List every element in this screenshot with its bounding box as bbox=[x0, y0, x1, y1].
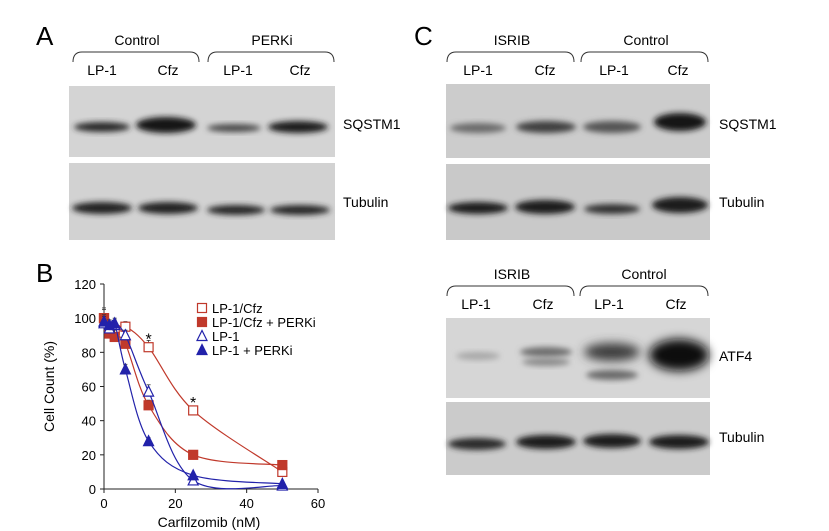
series-3 bbox=[98, 314, 289, 489]
panel-a-bracket-perki bbox=[207, 51, 335, 63]
x-tick-label: 20 bbox=[168, 496, 182, 511]
panel-c: C ISRIB Control LP-1 Cfz LP-1 Cfz SQSTM1… bbox=[414, 21, 777, 475]
panel-a-lane-4: Cfz bbox=[290, 62, 311, 78]
legend-marker bbox=[196, 343, 208, 356]
panel-a-lane-2: Cfz bbox=[158, 62, 179, 78]
data-point bbox=[187, 468, 200, 481]
data-point bbox=[98, 314, 110, 327]
panel-a-blot-tubulin bbox=[69, 163, 335, 240]
panel-c-top-group-control: Control bbox=[623, 32, 668, 48]
significance-marker: * bbox=[145, 332, 151, 349]
x-axis-label: Carfilzomib (nM) bbox=[158, 514, 261, 530]
panel-c-top-lane-1: LP-1 bbox=[463, 62, 493, 78]
data-point bbox=[119, 362, 132, 375]
panel-b: B 0 20 40 60 80 100 120 0 20 40 60 Carfilzomib (nM)… bbox=[36, 258, 325, 530]
legend-marker bbox=[196, 329, 208, 342]
panel-c-top-lane-4: Cfz bbox=[668, 62, 689, 78]
data-point bbox=[142, 434, 155, 447]
panel-c-blot-atf4 bbox=[446, 318, 710, 398]
panel-c-bottom-lane-1: LP-1 bbox=[461, 296, 491, 312]
legend-marker bbox=[196, 302, 208, 314]
panel-a-lane-3: LP-1 bbox=[223, 62, 253, 78]
panel-c-bottom-lane-3: LP-1 bbox=[594, 296, 624, 312]
y-tick-label: 0 bbox=[89, 482, 96, 497]
data-point bbox=[143, 342, 154, 353]
panel-c-bottom-bracket-isrib bbox=[446, 285, 575, 297]
x-tick-label: 40 bbox=[239, 496, 253, 511]
data-point bbox=[276, 477, 289, 489]
panel-c-label-tubulin-top: Tubulin bbox=[719, 194, 764, 210]
panel-c-bottom-bracket-control bbox=[579, 285, 709, 297]
y-tick-label: 100 bbox=[74, 311, 96, 326]
significance-marker: * bbox=[190, 395, 196, 412]
data-point bbox=[143, 400, 154, 411]
panel-c-top-bracket-isrib bbox=[446, 51, 575, 63]
panel-c-bottom-lane-4: Cfz bbox=[666, 296, 687, 312]
panel-c-letter: C bbox=[414, 21, 433, 51]
panel-a-label-tubulin: Tubulin bbox=[343, 194, 388, 210]
panel-c-label-sqstm1: SQSTM1 bbox=[719, 116, 777, 132]
y-axis-label: Cell Count (%) bbox=[41, 341, 57, 432]
data-point bbox=[119, 328, 132, 341]
y-tick-label: 60 bbox=[82, 380, 96, 395]
legend-label: LP-1/Cfz bbox=[212, 301, 263, 316]
panel-c-top-group-isrib: ISRIB bbox=[494, 32, 531, 48]
data-point bbox=[142, 384, 155, 397]
panel-b-letter: B bbox=[36, 258, 53, 288]
legend-label: LP-1 + PERKi bbox=[212, 343, 293, 358]
y-tick-label: 40 bbox=[82, 414, 96, 429]
x-tick-label: 0 bbox=[100, 496, 107, 511]
data-point bbox=[188, 405, 199, 416]
panel-a: A Control PERKi LP-1 Cfz LP-1 Cfz SQSTM1… bbox=[36, 21, 401, 240]
panel-c-blot-tubulin-bottom bbox=[446, 402, 710, 475]
panel-c-label-atf4: ATF4 bbox=[719, 348, 752, 364]
panel-a-label-sqstm1: SQSTM1 bbox=[343, 116, 401, 132]
panel-a-lane-1: LP-1 bbox=[87, 62, 117, 78]
legend-label: LP-1/Cfz + PERKi bbox=[212, 315, 316, 330]
legend-label: LP-1 bbox=[212, 329, 239, 344]
legend-marker bbox=[196, 316, 208, 328]
data-point bbox=[108, 316, 121, 329]
panel-c-label-tubulin-bottom: Tubulin bbox=[719, 429, 764, 445]
y-tick-label: 80 bbox=[82, 345, 96, 360]
panel-a-bracket-control bbox=[72, 51, 200, 63]
panel-c-top-lane-3: LP-1 bbox=[599, 62, 629, 78]
cell-count-chart: 0 20 40 60 80 100 120 0 20 40 60 Carfilzomib (nM) Ce… bbox=[41, 277, 325, 530]
panel-c-top-lane-2: Cfz bbox=[535, 62, 556, 78]
panel-a-letter: A bbox=[36, 21, 54, 51]
panel-c-blot-sqstm1 bbox=[446, 84, 710, 158]
panel-c-bottom-group-isrib: ISRIB bbox=[494, 266, 531, 282]
panel-c-top-bracket-control bbox=[580, 51, 709, 63]
panel-a-group-control: Control bbox=[114, 32, 159, 48]
y-tick-label: 20 bbox=[82, 448, 96, 463]
panel-c-bottom-lane-2: Cfz bbox=[533, 296, 554, 312]
y-tick-label: 120 bbox=[74, 277, 96, 292]
panel-c-bottom-group-control: Control bbox=[621, 266, 666, 282]
panel-a-group-perki: PERKi bbox=[251, 32, 292, 48]
x-tick-label: 60 bbox=[311, 496, 325, 511]
panel-a-blot-sqstm1 bbox=[69, 86, 335, 157]
panel-c-blot-tubulin-top bbox=[446, 164, 710, 240]
data-point bbox=[277, 459, 288, 471]
data-point bbox=[188, 449, 199, 460]
